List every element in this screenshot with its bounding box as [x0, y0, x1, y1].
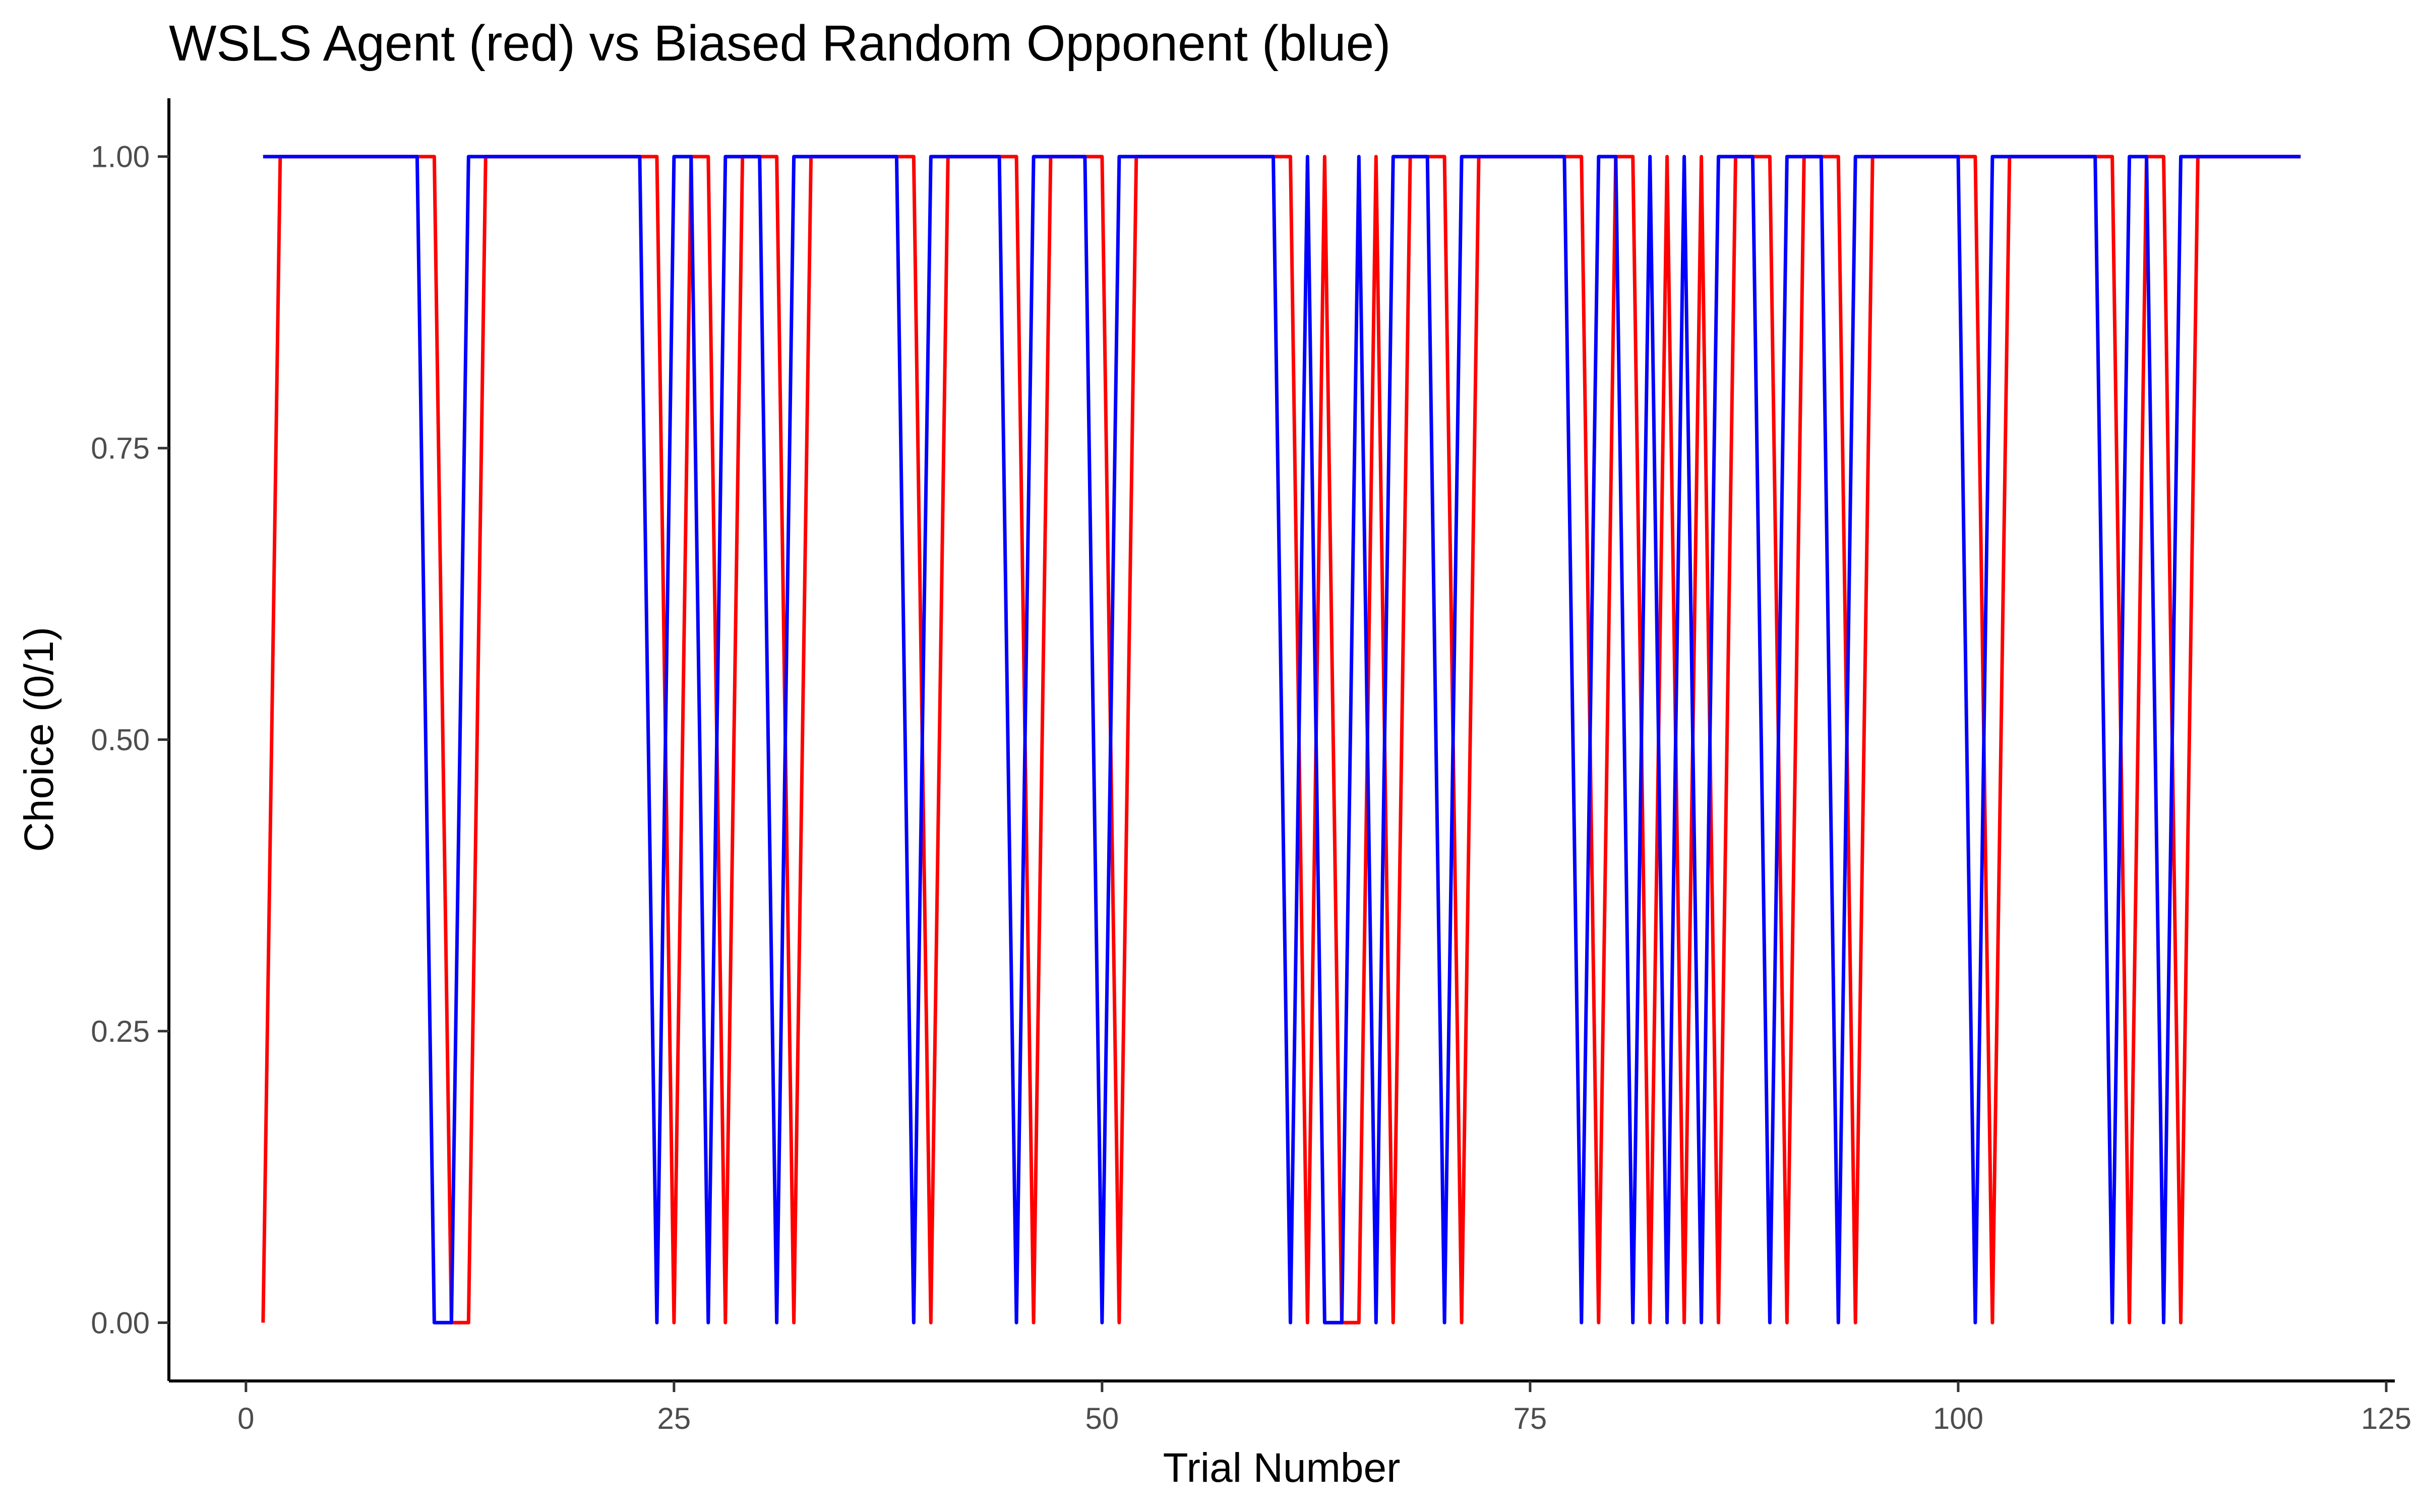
series-line-1 — [263, 155, 2301, 1325]
x-tick-label: 125 — [2361, 1402, 2411, 1435]
x-axis-label: Trial Number — [1163, 1445, 1401, 1491]
y-ticks: 0.00 0.25 0.50 0.75 1.00 — [91, 140, 169, 1340]
y-tick-label: 0.50 — [91, 723, 150, 757]
y-tick-label: 0.25 — [91, 1015, 150, 1048]
x-tick-label: 25 — [657, 1402, 691, 1435]
y-axis-label: Choice (0/1) — [16, 627, 62, 852]
x-tick-label: 100 — [1933, 1402, 1983, 1435]
series-layer — [261, 155, 2301, 1325]
y-tick-label: 0.75 — [91, 431, 150, 465]
x-tick-label: 0 — [237, 1402, 254, 1435]
x-tick-label: 75 — [1514, 1402, 1547, 1435]
chart-title: WSLS Agent (red) vs Biased Random Oppone… — [169, 15, 1391, 72]
y-tick-label: 1.00 — [91, 140, 150, 174]
x-ticks: 0 25 50 75 100 125 — [237, 1381, 2411, 1435]
x-tick-label: 50 — [1085, 1402, 1119, 1435]
y-tick-label: 0.00 — [91, 1306, 150, 1340]
